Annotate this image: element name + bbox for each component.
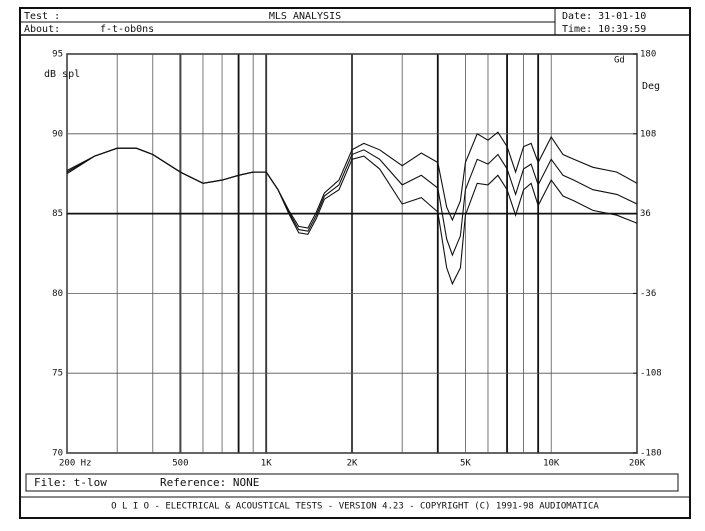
x-tick-label: 1K <box>261 459 272 469</box>
frame <box>19 7 691 519</box>
y2-label: Deg <box>642 81 660 92</box>
title: MLS ANALYSIS <box>269 11 341 22</box>
time: Time: 10:39:59 <box>562 24 646 35</box>
reference: Reference: NONE <box>160 476 259 489</box>
y-tick-label: 80 <box>52 289 63 299</box>
y2-tick-label: 108 <box>640 129 656 139</box>
y2-tick-label: 180 <box>640 50 656 60</box>
y-tick-label: 90 <box>52 129 63 139</box>
y2-tick-label: -108 <box>640 369 662 379</box>
x-tick-label: 5K <box>460 459 471 469</box>
footer-box <box>25 473 679 492</box>
y-label: dB spl <box>44 69 80 80</box>
y-tick-label: 75 <box>52 369 63 379</box>
copyright: O L I O - ELECTRICAL & ACOUSTICAL TESTS … <box>111 502 599 512</box>
y2-tick-label: -36 <box>640 289 656 299</box>
y2-badge: Gd <box>614 56 625 66</box>
x-tick-label: 10K <box>543 459 560 469</box>
series-line <box>66 147 638 286</box>
y-tick-label: 70 <box>52 449 63 459</box>
about-label: About: <box>24 24 60 35</box>
date: Date: 31-01-10 <box>562 11 646 22</box>
y2-tick-label: -180 <box>640 449 662 459</box>
x-tick-label: 20K <box>629 459 646 469</box>
x-tick-label: 2K <box>347 459 358 469</box>
x-tick-label: 200 Hz <box>59 459 92 469</box>
about: f-t-ob0ns <box>100 24 154 35</box>
test-label: Test : <box>24 11 60 22</box>
file: File: t-low <box>34 476 107 489</box>
y-tick-label: 85 <box>52 209 63 219</box>
y2-tick-label: 36 <box>640 209 651 219</box>
y-tick-label: 95 <box>52 50 63 60</box>
x-tick-label: 500 <box>172 459 188 469</box>
